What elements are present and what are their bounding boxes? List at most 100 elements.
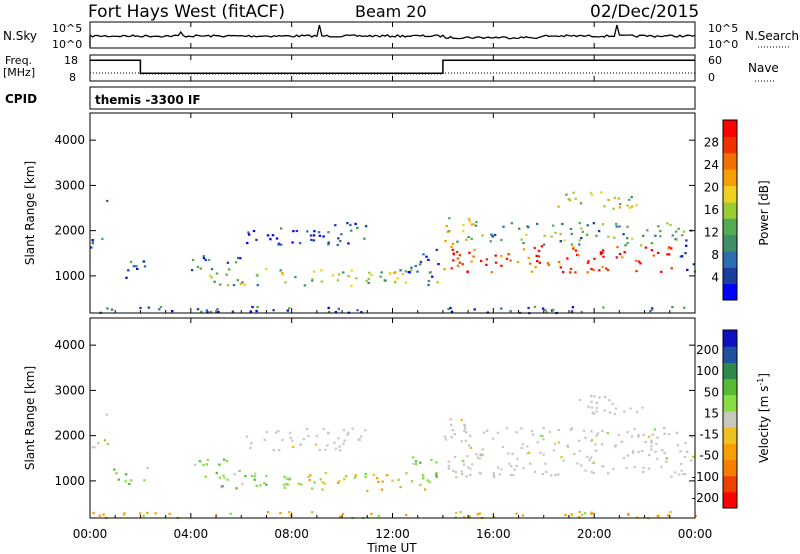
heatmap-cell (416, 270, 419, 273)
heatmap-cell (586, 261, 590, 265)
heatmap-cell (615, 225, 618, 228)
power-colorbar-swatch (723, 283, 737, 301)
heatmap-cell (210, 276, 213, 279)
heatmap-cell (470, 237, 473, 240)
heatmap-cell (566, 257, 569, 260)
heatmap-cell (286, 483, 290, 486)
heatmap-cell (199, 267, 202, 270)
heatmap-cell (660, 465, 663, 468)
heatmap-cell (493, 233, 497, 237)
heatmap-cell (468, 515, 471, 518)
heatmap-cell (252, 229, 256, 233)
heatmap-cell (668, 246, 671, 249)
heatmap-cell (249, 446, 252, 449)
heatmap-cell (639, 262, 642, 265)
heatmap-cell (559, 232, 562, 236)
heatmap-cell (410, 269, 413, 272)
heatmap-cell (601, 465, 604, 468)
heatmap-cell (226, 261, 230, 264)
velocity-panel (89, 317, 696, 519)
heatmap-cell (537, 255, 541, 258)
heatmap-cell (218, 476, 222, 479)
heatmap-cell (642, 466, 645, 469)
heatmap-cell (444, 240, 447, 243)
heatmap-cell (670, 267, 673, 270)
heatmap-cell (486, 429, 489, 432)
heatmap-cell (625, 466, 628, 470)
heatmap-cell (510, 222, 514, 225)
heatmap-cell (255, 484, 258, 487)
heatmap-cell (350, 284, 353, 287)
heatmap-cell (461, 230, 465, 233)
heatmap-cell (630, 435, 634, 438)
heatmap-cell (670, 247, 673, 250)
heatmap-cell (443, 268, 446, 271)
heatmap-cell (347, 242, 350, 245)
heatmap-cell (513, 468, 516, 471)
heatmap-cell (294, 276, 297, 279)
heatmap-cell (500, 468, 503, 471)
heatmap-cell (628, 206, 632, 209)
heatmap-cell (418, 263, 422, 266)
heatmap-cell (482, 431, 485, 434)
heatmap-cell (327, 306, 330, 309)
heatmap-cell (465, 238, 468, 241)
heatmap-cell (435, 248, 438, 251)
heatmap-cell (663, 426, 666, 429)
heatmap-cell (272, 449, 275, 452)
heatmap-cell (637, 450, 640, 454)
heatmap-cell (595, 234, 598, 237)
heatmap-cell (492, 475, 496, 478)
heatmap-cell (491, 437, 495, 440)
heatmap-cell (528, 262, 532, 265)
heatmap-cell (354, 474, 357, 477)
heatmap-cell (272, 309, 275, 312)
power-colorbar-swatch (723, 250, 737, 268)
heatmap-cell (419, 483, 422, 486)
heatmap-cell (379, 275, 382, 278)
heatmap-cell (656, 436, 659, 439)
heatmap-cell (554, 231, 557, 234)
heatmap-cell (650, 441, 653, 444)
heatmap-cell (527, 306, 530, 310)
heatmap-cell (542, 453, 545, 456)
time-tick-label: 04:00 (174, 527, 209, 541)
heatmap-cell (466, 455, 469, 458)
heatmap-cell (246, 241, 249, 245)
heatmap-cell (443, 435, 447, 438)
heatmap-cell (500, 307, 503, 310)
heatmap-cell (256, 284, 259, 287)
heatmap-cell (560, 456, 563, 459)
heatmap-cell (219, 283, 222, 286)
heatmap-cell (512, 474, 515, 477)
heatmap-cell (473, 248, 476, 251)
heatmap-cell (380, 488, 384, 491)
heatmap-cell (299, 443, 302, 446)
heatmap-cell (339, 449, 342, 452)
heatmap-cell (158, 308, 161, 311)
heatmap-cell (630, 195, 633, 199)
heatmap-cell (474, 224, 478, 227)
heatmap-cell (391, 479, 394, 482)
heatmap-cell (642, 470, 645, 474)
heatmap-cell (464, 427, 467, 430)
heatmap-cell (682, 230, 685, 233)
heatmap-cell (342, 442, 345, 445)
heatmap-cell (624, 244, 627, 247)
heatmap-cell (327, 243, 330, 246)
heatmap-cell (128, 482, 131, 486)
heatmap-cell (351, 427, 354, 430)
heatmap-cell (207, 259, 211, 262)
heatmap-cell (307, 434, 310, 438)
heatmap-cell (427, 258, 430, 261)
heatmap-cell (685, 239, 688, 242)
heatmap-cell (578, 449, 581, 453)
heatmap-cell (340, 233, 343, 236)
heatmap-cell (323, 482, 326, 485)
heatmap-cell (236, 279, 239, 282)
heatmap-cell (552, 308, 555, 311)
heatmap-cell (223, 458, 226, 461)
heatmap-cell (125, 276, 128, 279)
heatmap-cell (595, 410, 598, 413)
heatmap-cell (388, 271, 392, 274)
